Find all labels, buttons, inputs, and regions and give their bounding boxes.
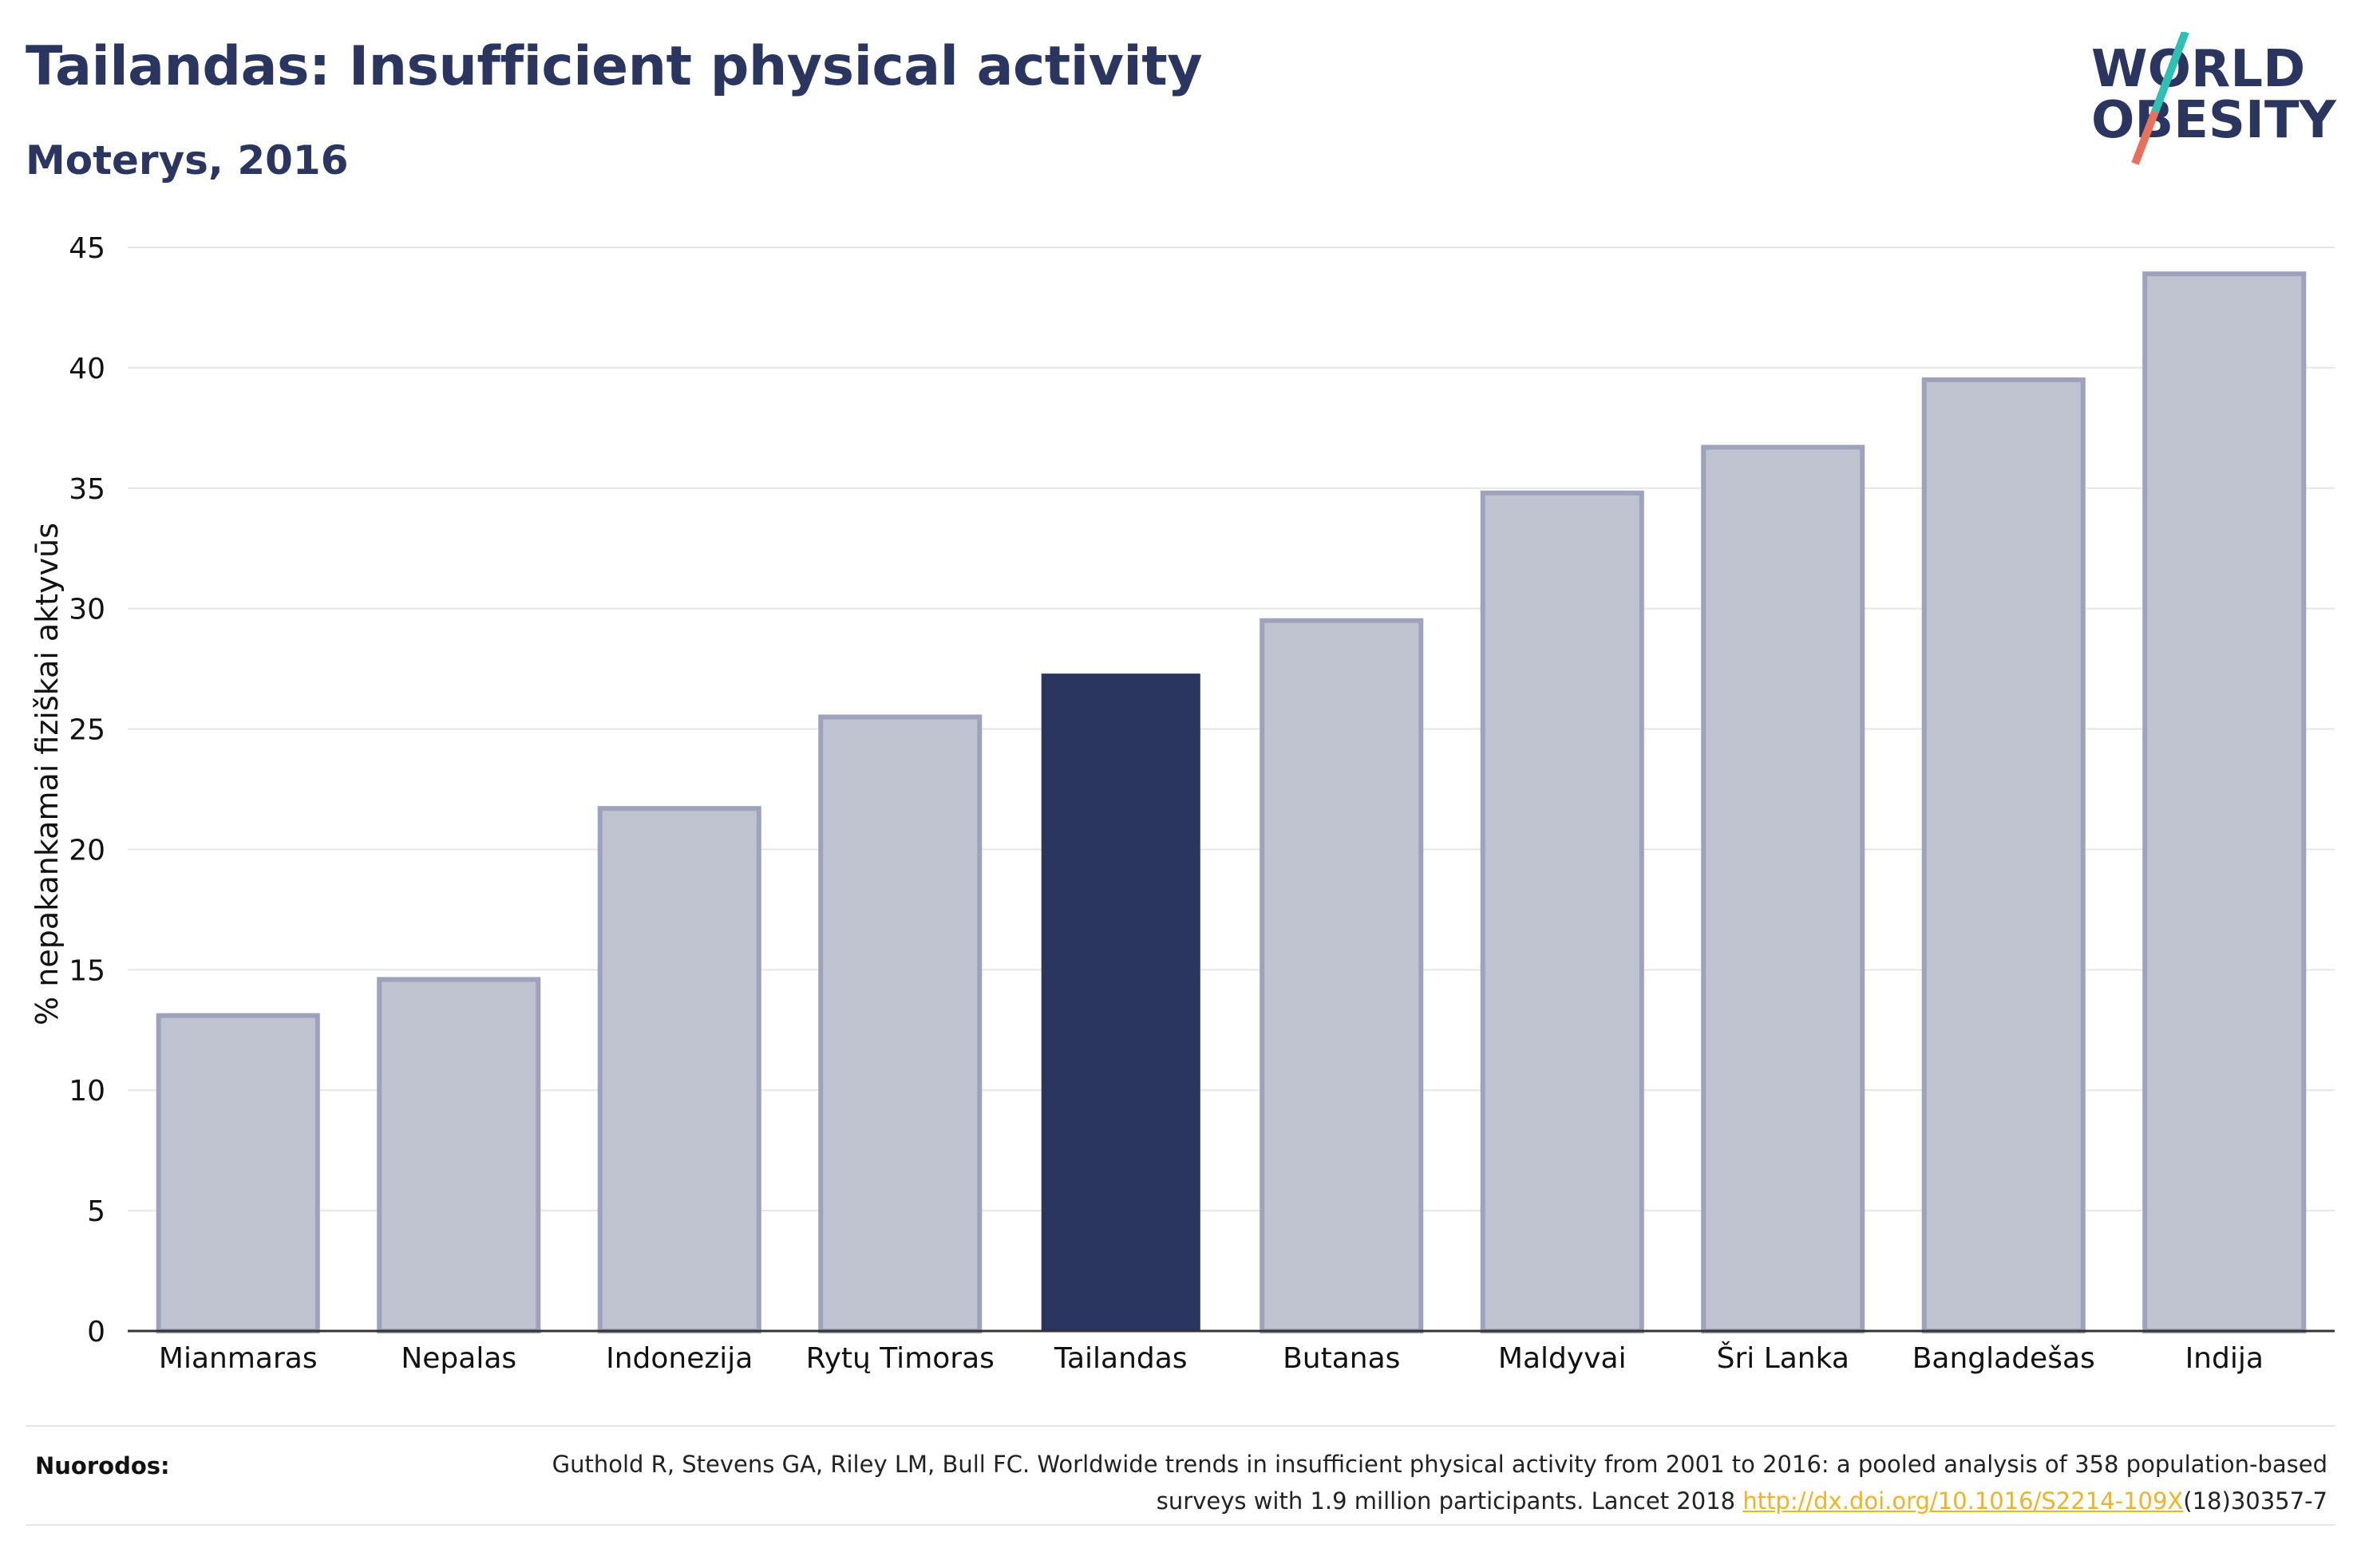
references-doi-link[interactable]: http://dx.doi.org/10.1016/S2214-109X	[1742, 1487, 2184, 1515]
footer-divider-bottom	[26, 1524, 2335, 1526]
bar-10	[2142, 271, 2307, 1333]
y-tick-label: 25	[69, 714, 105, 747]
x-tick-label: Maldyvai	[1498, 1342, 1627, 1375]
y-tick-label: 35	[69, 473, 105, 506]
y-tick-label: 20	[69, 834, 105, 867]
bar-2	[377, 977, 541, 1333]
x-tick-label: Tailandas	[1054, 1342, 1188, 1375]
chart-subtitle: Moterys, 2016	[26, 137, 349, 184]
y-tick-label: 15	[69, 954, 105, 987]
y-tick-label: 10	[69, 1075, 105, 1108]
chart-title: Tailandas: Insufficient physical activit…	[26, 35, 1203, 98]
bar-3	[597, 806, 761, 1333]
references-citation-suffix: (18)30357-7	[2183, 1487, 2327, 1515]
bars	[156, 271, 2307, 1334]
x-tick-label: Rytų Timoras	[806, 1342, 995, 1375]
bar-4	[818, 714, 983, 1333]
x-tick-label: Mianmaras	[159, 1342, 318, 1375]
x-tick-label: Nepalas	[401, 1342, 516, 1375]
logo-word-world: WORLD	[2091, 40, 2305, 99]
bar-5	[1041, 673, 1200, 1331]
y-tick-label: 0	[87, 1316, 105, 1349]
bar-1	[156, 1013, 320, 1334]
x-tick-label: Šri Lanka	[1717, 1341, 1849, 1375]
bar-6	[1260, 618, 1424, 1333]
references-text: Guthold R, Stevens GA, Riley LM, Bull FC…	[492, 1446, 2327, 1519]
x-tick-label: Butanas	[1283, 1342, 1400, 1375]
bar-9	[1921, 377, 2086, 1333]
world-obesity-logo: WORLD OBESITY	[2091, 32, 2336, 165]
logo-slash-top	[2151, 32, 2189, 113]
y-tick-label: 45	[69, 232, 105, 265]
axes: 0 5 10 15 20 25 30 35 40 45 Mianmaras Nepalas Indone…	[69, 232, 2335, 1375]
y-tick-label: 5	[87, 1195, 105, 1228]
footer-divider-top	[26, 1425, 2335, 1427]
logo-word-obesity: OBESITY	[2091, 91, 2336, 150]
x-tick-label: Indija	[2185, 1342, 2264, 1375]
references-citation: Guthold R, Stevens GA, Riley LM, Bull FC…	[552, 1451, 2327, 1515]
bar-8	[1701, 444, 1865, 1333]
y-axis-label: % nepakankamai fiziškai aktyvūs	[30, 523, 65, 1025]
bar-7	[1480, 490, 1644, 1333]
y-tick-label: 40	[69, 353, 105, 385]
x-tick-label: Bangladešas	[1912, 1342, 2095, 1375]
y-tick-label: 30	[69, 594, 105, 626]
logo-slash-bottom	[2131, 110, 2159, 165]
references-label: Nuorodos:	[35, 1452, 170, 1479]
x-tick-label: Indonezija	[606, 1342, 753, 1375]
